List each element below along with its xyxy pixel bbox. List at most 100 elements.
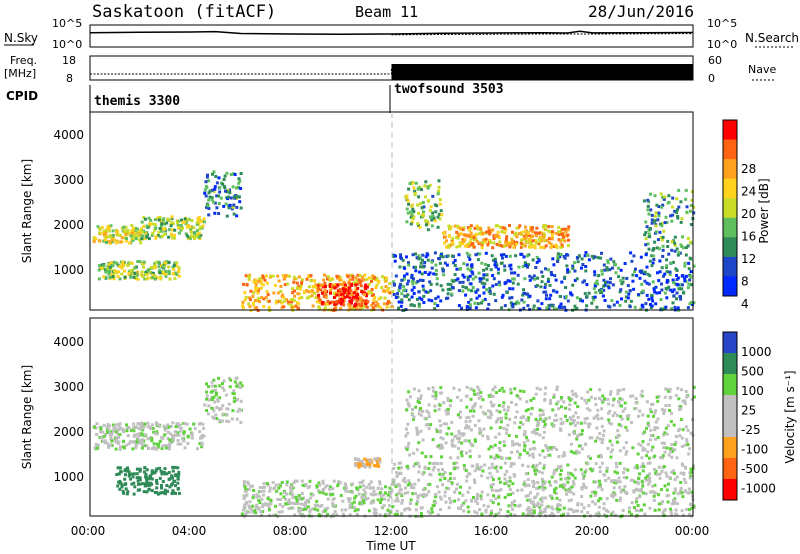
velocity-cell (130, 472, 134, 476)
velocity-cell (521, 463, 525, 467)
velocity-cell (399, 488, 403, 492)
power-cell (412, 215, 416, 219)
velocity-cell (412, 464, 416, 468)
power-cell (433, 307, 437, 311)
velocity-cell (637, 477, 641, 481)
power-cell (365, 294, 368, 298)
velocity-cell (590, 436, 594, 440)
velocity-cell (597, 454, 601, 458)
velocity-cell (331, 487, 335, 491)
velocity-cell (527, 416, 530, 420)
velocity-cell (562, 400, 566, 404)
velocity-cell (567, 433, 571, 437)
power-cell (444, 235, 447, 239)
velocity-cell (177, 470, 181, 474)
velocity-cell (663, 484, 667, 488)
velocity-cell (183, 421, 187, 425)
power-cell (367, 276, 371, 280)
power-cell (226, 197, 230, 201)
power-cell (202, 217, 206, 221)
power-cell (207, 207, 211, 210)
power-cell (141, 234, 145, 238)
velocity-cell (365, 459, 369, 463)
velocity-cell (160, 472, 164, 476)
velocity-cell (681, 428, 685, 432)
velocity-cell (631, 446, 635, 450)
power-cell (593, 255, 597, 259)
power-cell (151, 271, 155, 275)
power-cell (222, 204, 226, 208)
velocity-cell (605, 497, 609, 501)
velocity-cell (425, 493, 429, 497)
power-cell (610, 266, 614, 270)
power-cell (309, 274, 313, 278)
power-cell (218, 186, 222, 190)
power-cell (593, 284, 597, 288)
power-cell (498, 283, 502, 287)
power-cell (136, 260, 140, 263)
power-cell (103, 233, 106, 237)
velocity-cell (538, 387, 542, 391)
velocity-cell (439, 386, 443, 390)
power-cell (319, 284, 323, 288)
velocity-cell (524, 494, 528, 498)
velocity-colorbar-tick: -100 (741, 443, 768, 457)
velocity-cell (629, 394, 633, 398)
power-cell (481, 299, 485, 303)
velocity-cell (502, 426, 506, 430)
velocity-colorbar-tick: 100 (741, 384, 764, 398)
velocity-cell (448, 404, 452, 408)
velocity-cell (205, 409, 209, 412)
velocity-cell (577, 433, 581, 437)
power-cell (100, 226, 104, 230)
power-cell (140, 230, 144, 234)
velocity-cell (623, 401, 627, 405)
power-cell (197, 218, 201, 222)
power-cell (337, 291, 340, 295)
velocity-cell (607, 411, 610, 415)
power-cell (494, 299, 498, 303)
velocity-cell (378, 513, 382, 517)
velocity-cell (376, 498, 380, 502)
velocity-cell (290, 483, 293, 487)
velocity-cell (94, 426, 98, 430)
velocity-cell (648, 407, 652, 411)
power-cell (500, 229, 504, 233)
velocity-cell (350, 505, 354, 509)
velocity-cell (641, 440, 645, 444)
power-cell (347, 280, 351, 284)
velocity-cell (643, 430, 647, 434)
velocity-cell (630, 513, 633, 516)
velocity-cell (569, 422, 573, 426)
power-cell (341, 287, 345, 291)
velocity-cell (522, 415, 525, 419)
power-cell (654, 230, 658, 234)
velocity-cell (166, 423, 170, 427)
power-cell (633, 305, 637, 309)
power-cell (256, 291, 260, 295)
velocity-cell (665, 432, 669, 436)
power-cell (383, 278, 387, 282)
velocity-cell (170, 483, 173, 487)
power-cell (482, 238, 486, 242)
velocity-cell (573, 468, 577, 472)
power-cell (665, 221, 669, 224)
velocity-cell (633, 480, 637, 484)
power-cell (652, 258, 656, 261)
velocity-cell (689, 467, 693, 471)
velocity-cell (554, 468, 558, 472)
velocity-cell (239, 399, 243, 403)
power-cell (324, 293, 328, 297)
power-cell (467, 242, 471, 246)
velocity-cell (160, 491, 164, 494)
velocity-cell (99, 430, 103, 434)
power-cell (580, 257, 584, 261)
velocity-cell (316, 508, 320, 512)
power-cell (424, 180, 428, 184)
power-cell (647, 212, 651, 216)
velocity-cell (583, 417, 587, 421)
velocity-cell (666, 424, 670, 428)
velocity-cell (138, 467, 142, 471)
power-cell (600, 269, 604, 273)
power-cell (684, 246, 688, 250)
